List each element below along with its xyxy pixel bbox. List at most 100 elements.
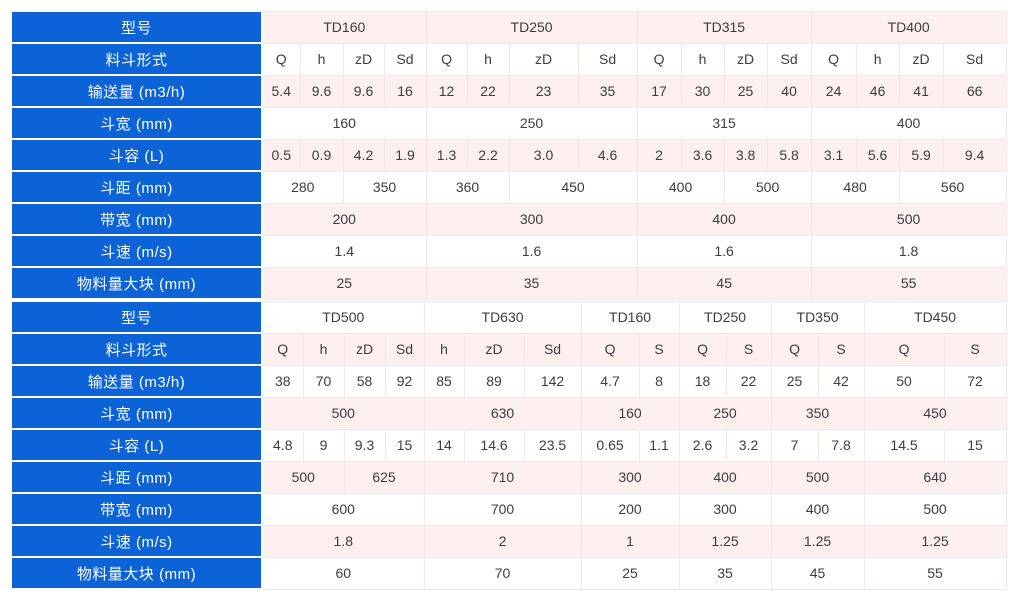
data-cell: 700 — [423, 492, 582, 526]
data-cell: 30 — [680, 74, 725, 108]
data-cell: h — [299, 42, 344, 76]
data-cell: 46 — [855, 74, 900, 108]
data-cell: 400 — [810, 106, 1007, 140]
row-label: 料斗形式 — [10, 42, 263, 76]
data-cell: 640 — [863, 460, 1007, 494]
data-cell: Sd — [577, 42, 638, 76]
data-cell: 200 — [261, 202, 427, 236]
data-cell: 600 — [261, 492, 425, 526]
row-label: 料斗形式 — [10, 332, 263, 366]
data-cell: 2.2 — [466, 138, 510, 172]
data-cell: TD250 — [678, 300, 772, 334]
table-row: 型号 TD160 TD250 TD315 TD400 — [10, 10, 1007, 44]
data-cell: 5.4 — [261, 74, 301, 108]
data-cell: 360 — [425, 170, 510, 204]
data-cell: 1.4 — [261, 234, 427, 268]
data-cell: 66 — [942, 74, 1007, 108]
data-cell: 25 — [723, 74, 768, 108]
data-cell: TD160 — [261, 10, 427, 44]
data-cell: zD — [342, 42, 385, 76]
data-cell: 3.2 — [725, 428, 772, 462]
data-cell: 4.6 — [577, 138, 638, 172]
data-cell: Q — [770, 332, 819, 366]
data-cell: 9.6 — [342, 74, 385, 108]
data-cell: 70 — [423, 556, 582, 590]
data-cell: 400 — [636, 170, 725, 204]
data-cell: 23 — [508, 74, 579, 108]
data-cell: TD500 — [261, 300, 425, 334]
table-row: 型号 TD500 TD630 TD160 TD250 TD350 TD450 — [10, 300, 1007, 334]
data-cell: 200 — [580, 492, 680, 526]
table-row: 物料量大块 (mm) 25 35 45 55 — [10, 266, 1007, 300]
data-cell: 1.8 — [261, 524, 425, 558]
row-label: 物料量大块 (mm) — [10, 556, 263, 590]
data-cell: 142 — [523, 364, 582, 398]
data-cell: 9.6 — [299, 74, 344, 108]
data-cell: 450 — [508, 170, 638, 204]
data-cell: 500 — [770, 460, 865, 494]
data-cell: Q — [636, 42, 682, 76]
data-cell: 630 — [423, 396, 582, 430]
data-cell: 350 — [342, 170, 427, 204]
data-cell: 0.9 — [299, 138, 344, 172]
data-cell: 500 — [723, 170, 812, 204]
table-row: 斗容 (L) 0.5 0.9 4.2 1.9 1.3 2.2 3.0 4.6 2 3.6 3.8 5.8… — [10, 138, 1007, 172]
row-label: 物料量大块 (mm) — [10, 266, 263, 300]
row-label: 带宽 (mm) — [10, 492, 263, 526]
row-label: 斗容 (L) — [10, 428, 263, 462]
data-cell: Sd — [384, 332, 425, 366]
data-cell: 3.6 — [680, 138, 725, 172]
data-cell: 45 — [770, 556, 865, 590]
data-cell: 250 — [425, 106, 638, 140]
data-cell: 280 — [261, 170, 344, 204]
data-cell: S — [817, 332, 865, 366]
row-label: 输送量 (m3/h) — [10, 74, 263, 108]
data-cell: 2 — [636, 138, 682, 172]
data-cell: 560 — [898, 170, 1007, 204]
data-cell: 41 — [898, 74, 944, 108]
data-cell: Q — [425, 42, 468, 76]
data-cell: TD450 — [863, 300, 1007, 334]
data-cell: 72 — [943, 364, 1007, 398]
table-row: 带宽 (mm) 200 300 400 500 — [10, 202, 1007, 236]
table-row: 输送量 (m3/h) 38 70 58 92 85 89 142 4.7 8 18 22 25 42 50 7… — [10, 364, 1007, 398]
data-cell: zD — [723, 42, 768, 76]
data-cell: 92 — [384, 364, 425, 398]
table-row: 斗速 (m/s) 1.8 2 1 1.25 1.25 1.25 — [10, 524, 1007, 558]
data-cell: Q — [261, 42, 301, 76]
data-cell: 300 — [580, 460, 680, 494]
data-cell: 15 — [943, 428, 1007, 462]
data-cell: 400 — [770, 492, 865, 526]
data-cell: Sd — [942, 42, 1007, 76]
data-cell: Sd — [523, 332, 582, 366]
row-label: 输送量 (m3/h) — [10, 364, 263, 398]
data-cell: 1.25 — [678, 524, 772, 558]
row-label: 斗速 (m/s) — [10, 234, 263, 268]
row-label: 型号 — [10, 10, 263, 44]
data-cell: 300 — [678, 492, 772, 526]
data-cell: 35 — [577, 74, 638, 108]
data-cell: 12 — [425, 74, 468, 108]
data-cell: 3.1 — [810, 138, 857, 172]
data-cell: 14 — [423, 428, 465, 462]
data-cell: 7.8 — [817, 428, 865, 462]
data-cell: 89 — [463, 364, 525, 398]
data-cell: zD — [508, 42, 579, 76]
data-cell: 1 — [580, 524, 680, 558]
data-cell: 4.7 — [580, 364, 640, 398]
data-cell: zD — [898, 42, 944, 76]
data-cell: 710 — [423, 460, 582, 494]
data-cell: 60 — [261, 556, 425, 590]
data-cell: 0.65 — [580, 428, 640, 462]
data-cell: 0.5 — [261, 138, 301, 172]
data-cell: 42 — [817, 364, 865, 398]
data-cell: S — [943, 332, 1007, 366]
data-cell: h — [855, 42, 900, 76]
data-cell: 55 — [863, 556, 1007, 590]
data-cell: 250 — [678, 396, 772, 430]
data-cell: 300 — [425, 202, 638, 236]
data-cell: TD350 — [770, 300, 865, 334]
